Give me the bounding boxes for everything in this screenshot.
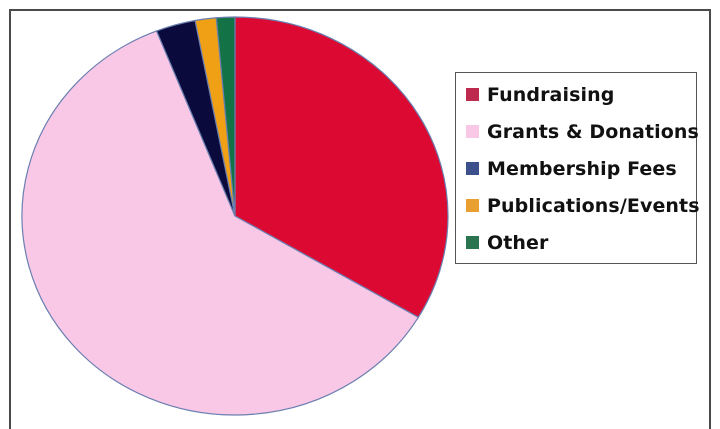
- legend-swatch-other: [466, 236, 479, 249]
- legend-item-fundraising: Fundraising: [456, 76, 696, 113]
- legend-label-grants-donations: Grants & Donations: [487, 120, 699, 143]
- legend-item-membership-fees: Membership Fees: [456, 150, 696, 187]
- legend-label-publications-events: Publications/Events: [487, 194, 700, 217]
- pie-slice-other: [215, 16, 236, 217]
- legend-swatch-grants-donations: [466, 125, 479, 138]
- legend-item-grants-donations: Grants & Donations: [456, 113, 699, 150]
- pie-slice-grants-donations: [21, 30, 420, 416]
- legend-swatch-publications-events: [466, 199, 479, 212]
- legend-swatch-membership-fees: [466, 162, 479, 175]
- legend-label-other: Other: [487, 231, 549, 254]
- legend-item-other: Other: [456, 224, 696, 261]
- legend-label-fundraising: Fundraising: [487, 83, 615, 106]
- legend-swatch-fundraising: [466, 88, 479, 101]
- legend-label-membership-fees: Membership Fees: [487, 157, 677, 180]
- chart-legend: Fundraising Grants & Donations Membershi…: [455, 72, 700, 264]
- pie-slice-fundraising: [234, 16, 449, 319]
- legend-item-publications-events: Publications/Events: [456, 187, 700, 224]
- pie-slices: [21, 16, 449, 416]
